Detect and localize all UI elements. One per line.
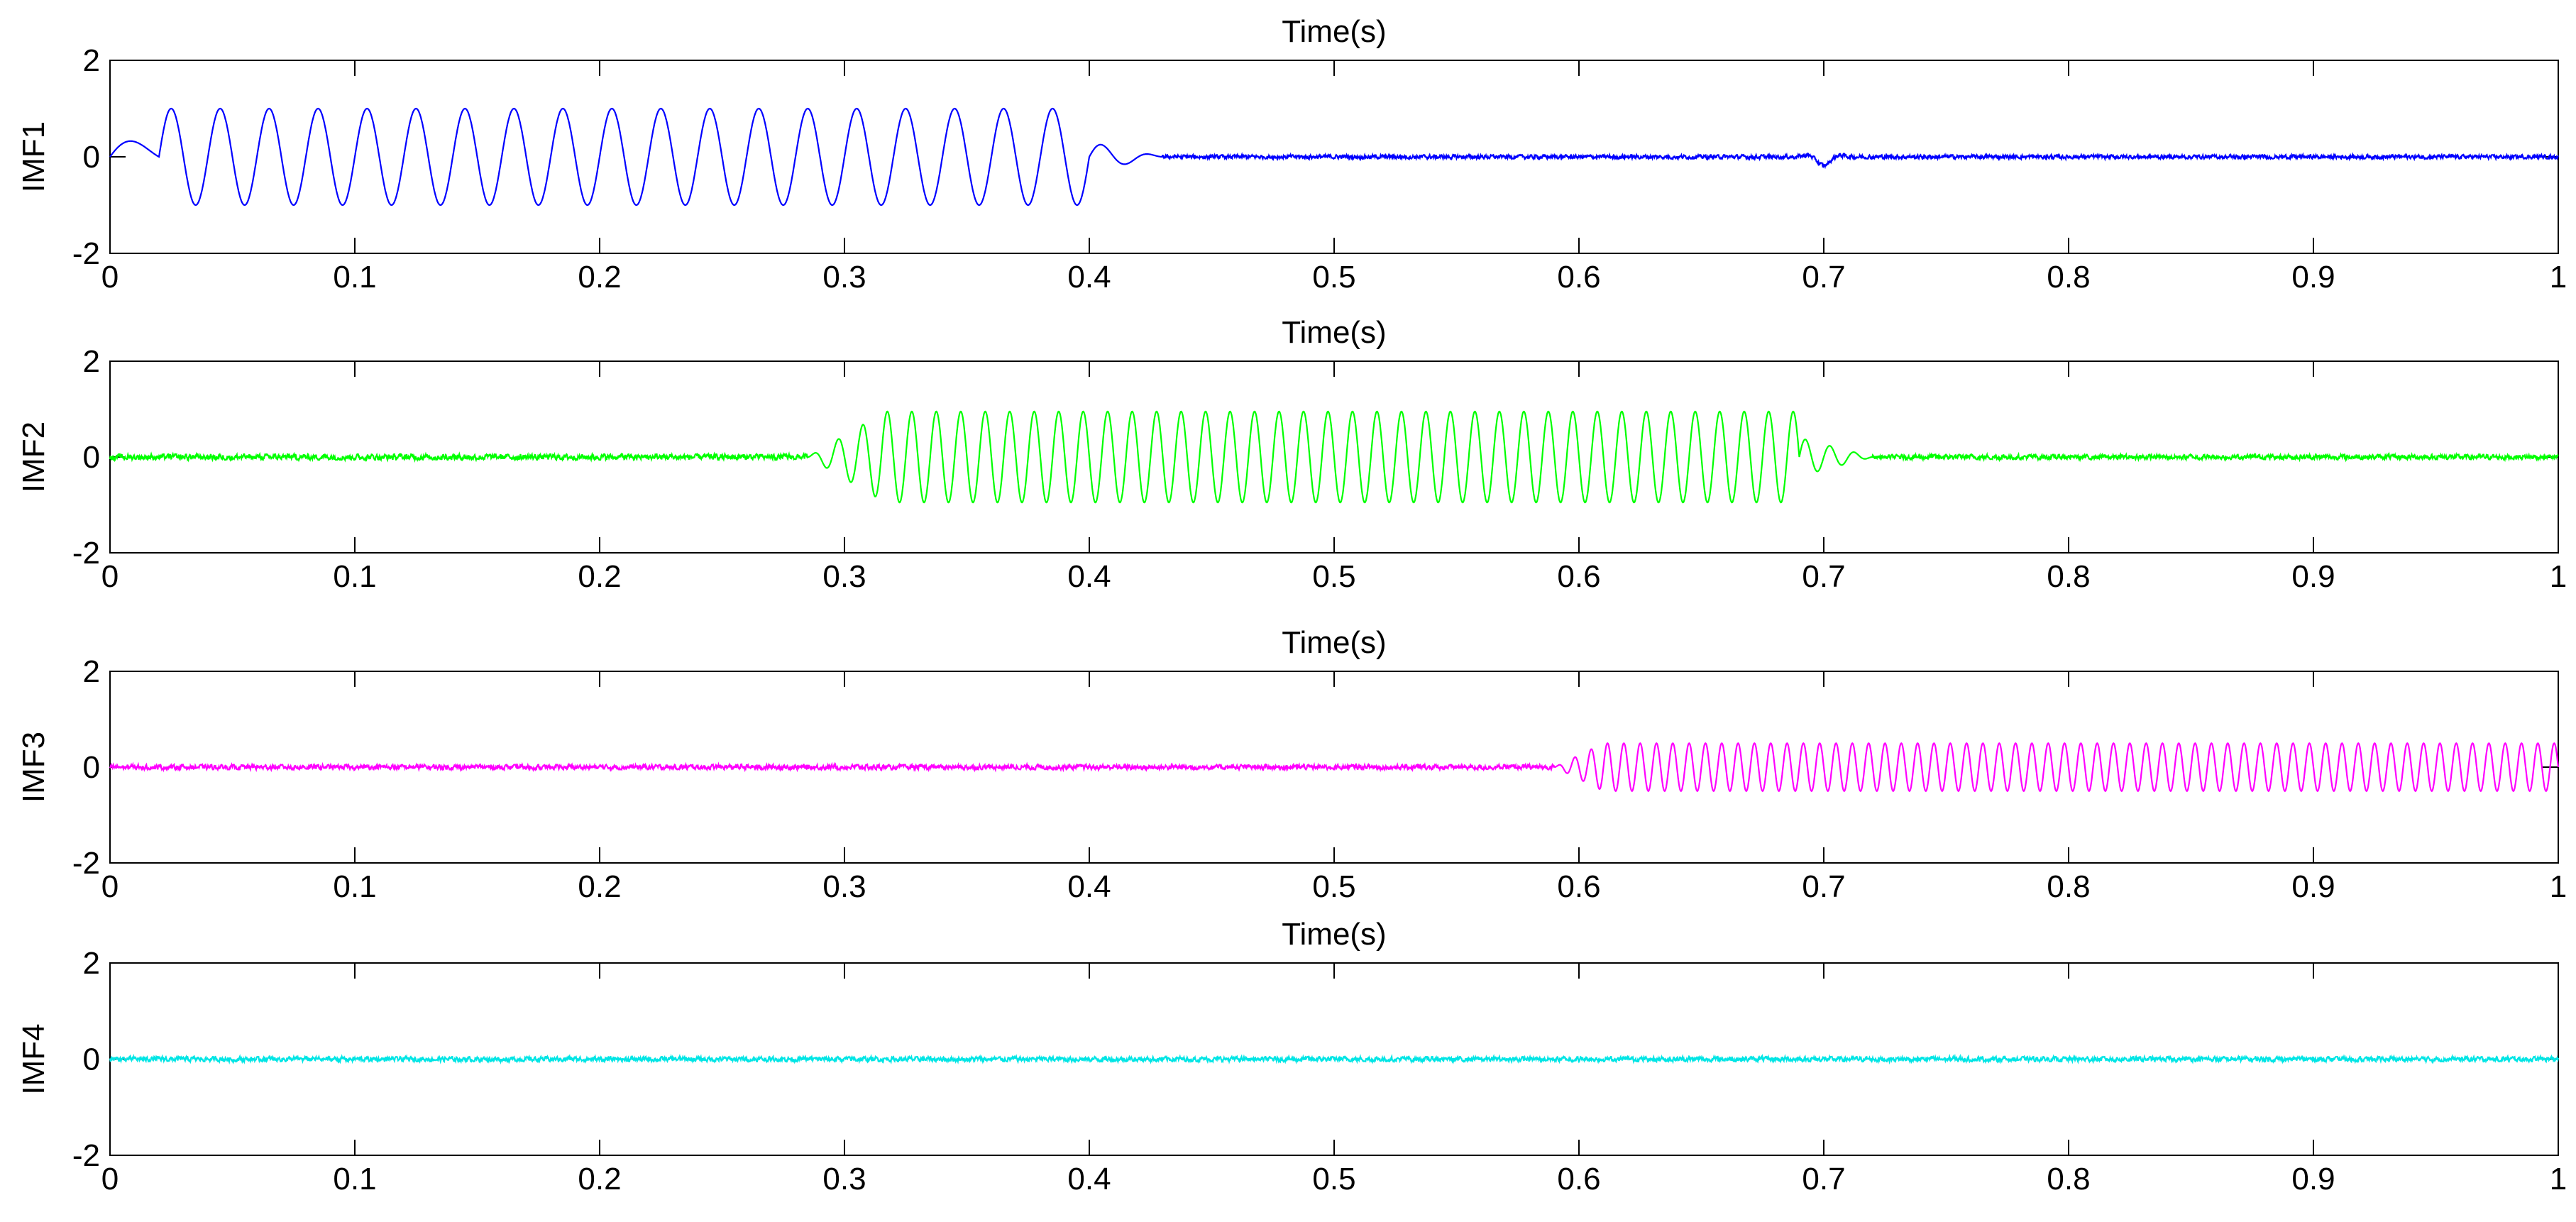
y-tick-label: 2	[83, 43, 100, 78]
subplot-3: 0 0.1 0.2 0.3 0.4 0.5 0.6 0.7 0.8 0.9 1-202Time(s)…	[16, 625, 2567, 904]
subplot-4: 0 0.1 0.2 0.3 0.4 0.5 0.6 0.7 0.8 0.9 1-202Time(s)…	[16, 917, 2567, 1196]
x-tick-label: 0.8	[2047, 260, 2090, 295]
x-tick-label: 0.3	[822, 1162, 866, 1196]
x-tick-label: 0.9	[2291, 559, 2335, 594]
y-tick-label: 0	[83, 440, 100, 475]
x-tick-label: 0.9	[2291, 869, 2335, 904]
y-tick-label: -2	[72, 536, 100, 571]
y-axis-label: IMF2	[16, 422, 51, 492]
x-tick-label: 0.4	[1067, 559, 1111, 594]
x-tick-label: 0.6	[1557, 559, 1600, 594]
series-line-IMF1	[110, 109, 2558, 205]
x-tick-label: 1	[2550, 260, 2567, 295]
x-tick-label: 0.7	[1802, 1162, 1845, 1196]
x-tick-label: 0.7	[1802, 559, 1845, 594]
y-axis-label: IMF3	[16, 732, 51, 803]
x-tick-label: 0.8	[2047, 1162, 2090, 1196]
y-tick-label: -2	[72, 846, 100, 881]
subplot-title: Time(s)	[1282, 917, 1386, 952]
x-tick-label: 0.6	[1557, 260, 1600, 295]
x-tick-label: 0.1	[333, 559, 376, 594]
x-tick-label: 0.4	[1067, 869, 1111, 904]
y-axis-label: IMF1	[16, 121, 51, 192]
x-tick-label: 0.5	[1312, 869, 1355, 904]
x-tick-label: 0.3	[822, 559, 866, 594]
x-tick-label: 0.4	[1067, 1162, 1111, 1196]
x-tick-label: 0.8	[2047, 869, 2090, 904]
x-tick-label: 0.3	[822, 260, 866, 295]
y-tick-label: 0	[83, 140, 100, 175]
x-tick-label: 0.7	[1802, 260, 1845, 295]
subplot-title: Time(s)	[1282, 14, 1386, 49]
series-line-IMF2	[110, 412, 2558, 502]
x-tick-label: 0.1	[333, 869, 376, 904]
x-tick-label: 0.6	[1557, 1162, 1600, 1196]
subplot-2: 0 0.1 0.2 0.3 0.4 0.5 0.6 0.7 0.8 0.9 1-202Time(s)…	[16, 315, 2567, 594]
x-tick-label: 0	[101, 869, 119, 904]
figure: 0 0.1 0.2 0.3 0.4 0.5 0.6 0.7 0.8 0.9 1-202Time(s)…	[0, 0, 2576, 1222]
x-tick-label: 0	[101, 559, 119, 594]
series-line-IMF4	[110, 1057, 2558, 1062]
x-tick-label: 0.6	[1557, 869, 1600, 904]
x-tick-label: 1	[2550, 869, 2567, 904]
x-tick-label: 0.1	[333, 260, 376, 295]
y-tick-label: 2	[83, 654, 100, 689]
y-tick-label: 2	[83, 946, 100, 981]
y-tick-label: -2	[72, 1138, 100, 1173]
x-tick-label: 0.4	[1067, 260, 1111, 295]
x-tick-label: 0.1	[333, 1162, 376, 1196]
x-tick-label: 0.5	[1312, 1162, 1355, 1196]
x-tick-label: 0.8	[2047, 559, 2090, 594]
x-tick-label: 0.2	[578, 260, 621, 295]
subplot-title: Time(s)	[1282, 625, 1386, 660]
y-tick-label: 0	[83, 1042, 100, 1077]
x-tick-label: 0.2	[578, 869, 621, 904]
y-axis-label: IMF4	[16, 1023, 51, 1094]
x-tick-label: 0.2	[578, 559, 621, 594]
x-tick-label: 0.5	[1312, 260, 1355, 295]
x-tick-label: 0.9	[2291, 260, 2335, 295]
x-tick-label: 0.9	[2291, 1162, 2335, 1196]
y-tick-label: -2	[72, 236, 100, 271]
subplot-1: 0 0.1 0.2 0.3 0.4 0.5 0.6 0.7 0.8 0.9 1-202Time(s)…	[16, 14, 2567, 295]
x-tick-label: 0.2	[578, 1162, 621, 1196]
x-tick-label: 0.3	[822, 869, 866, 904]
series-line-IMF3	[110, 743, 2558, 791]
y-tick-label: 2	[83, 344, 100, 379]
y-tick-label: 0	[83, 750, 100, 785]
x-tick-label: 0.5	[1312, 559, 1355, 594]
x-tick-label: 1	[2550, 1162, 2567, 1196]
x-tick-label: 0	[101, 260, 119, 295]
x-tick-label: 1	[2550, 559, 2567, 594]
x-tick-label: 0	[101, 1162, 119, 1196]
subplot-title: Time(s)	[1282, 315, 1386, 350]
x-tick-label: 0.7	[1802, 869, 1845, 904]
